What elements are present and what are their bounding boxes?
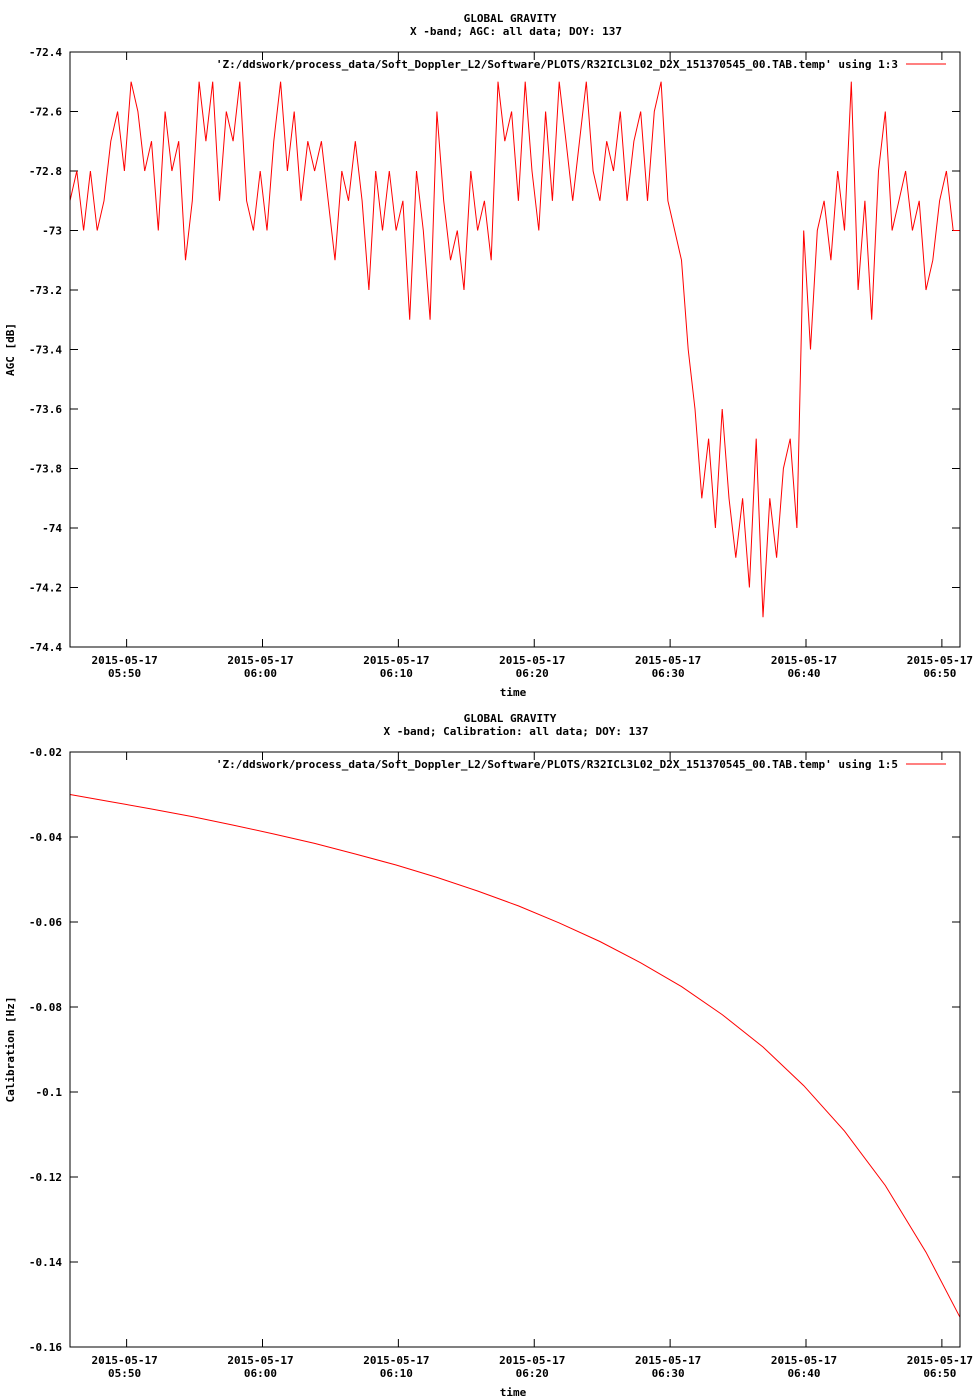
x-tick-time-label: 06:20	[516, 1367, 549, 1380]
y-tick-label: -0.04	[29, 831, 62, 844]
y-tick-label: -72.4	[29, 46, 62, 59]
y-tick-label: -74.2	[29, 582, 62, 595]
x-tick-time-label: 06:00	[244, 1367, 277, 1380]
series-line	[69, 81, 960, 618]
y-tick-label: -73.8	[29, 463, 62, 476]
chart-subtitle: X -band; Calibration: all data; DOY: 137	[384, 725, 649, 738]
plot-frame	[69, 51, 961, 648]
x-tick-date-label: 2015-05-17	[499, 1354, 565, 1367]
x-tick-time-label: 05:50	[108, 1367, 141, 1380]
y-tick-label: -73.2	[29, 284, 62, 297]
x-tick-date-label: 2015-05-17	[635, 654, 701, 667]
legend-label: 'Z:/ddswork/process_data/Soft_Doppler_L2…	[216, 58, 898, 71]
x-tick-date-label: 2015-05-17	[907, 654, 973, 667]
y-tick-label: -0.16	[29, 1341, 62, 1354]
x-tick-date-label: 2015-05-17	[91, 654, 157, 667]
y-tick-label: -73.4	[29, 344, 62, 357]
y-axis-label: AGC [dB]	[4, 323, 17, 376]
x-tick-time-label: 06:10	[380, 1367, 413, 1380]
x-tick-date-label: 2015-05-17	[499, 654, 565, 667]
legend-label: 'Z:/ddswork/process_data/Soft_Doppler_L2…	[216, 758, 898, 771]
x-tick-time-label: 06:50	[923, 1367, 956, 1380]
y-tick-label: -74	[42, 522, 62, 535]
x-tick-date-label: 2015-05-17	[91, 1354, 157, 1367]
x-tick-time-label: 06:00	[244, 667, 277, 680]
x-tick-date-label: 2015-05-17	[363, 654, 429, 667]
x-tick-time-label: 06:40	[787, 1367, 820, 1380]
x-tick-date-label: 2015-05-17	[771, 654, 837, 667]
y-tick-label: -73	[42, 225, 62, 238]
x-tick-time-label: 06:50	[923, 667, 956, 680]
y-tick-label: -0.06	[29, 916, 62, 929]
x-tick-time-label: 06:20	[516, 667, 549, 680]
x-axis-label: time	[500, 1386, 527, 1399]
x-tick-time-label: 06:30	[652, 1367, 685, 1380]
y-tick-label: -0.02	[29, 746, 62, 759]
y-axis-label: Calibration [Hz]	[4, 997, 17, 1103]
y-tick-label: -73.6	[29, 403, 62, 416]
x-tick-date-label: 2015-05-17	[363, 1354, 429, 1367]
x-tick-time-label: 06:30	[652, 667, 685, 680]
x-tick-date-label: 2015-05-17	[227, 1354, 293, 1367]
x-tick-date-label: 2015-05-17	[907, 1354, 973, 1367]
x-tick-date-label: 2015-05-17	[635, 1354, 701, 1367]
y-tick-label: -74.4	[29, 641, 62, 654]
y-tick-label: -72.6	[29, 106, 62, 119]
y-tick-label: -72.8	[29, 165, 62, 178]
x-axis-label: time	[500, 686, 527, 699]
x-tick-time-label: 06:10	[380, 667, 413, 680]
x-tick-time-label: 05:50	[108, 667, 141, 680]
x-tick-date-label: 2015-05-17	[771, 1354, 837, 1367]
y-tick-label: -0.08	[29, 1001, 62, 1014]
x-tick-date-label: 2015-05-17	[227, 654, 293, 667]
x-tick-time-label: 06:40	[787, 667, 820, 680]
series-line	[69, 794, 961, 1318]
chart-title: GLOBAL GRAVITY	[464, 712, 557, 725]
chart-title: GLOBAL GRAVITY	[464, 12, 557, 25]
chart-subtitle: X -band; AGC: all data; DOY: 137	[410, 25, 622, 38]
plot-frame	[69, 751, 961, 1348]
y-tick-label: -0.14	[29, 1256, 62, 1269]
y-tick-label: -0.1	[36, 1086, 63, 1099]
y-tick-label: -0.12	[29, 1171, 62, 1184]
